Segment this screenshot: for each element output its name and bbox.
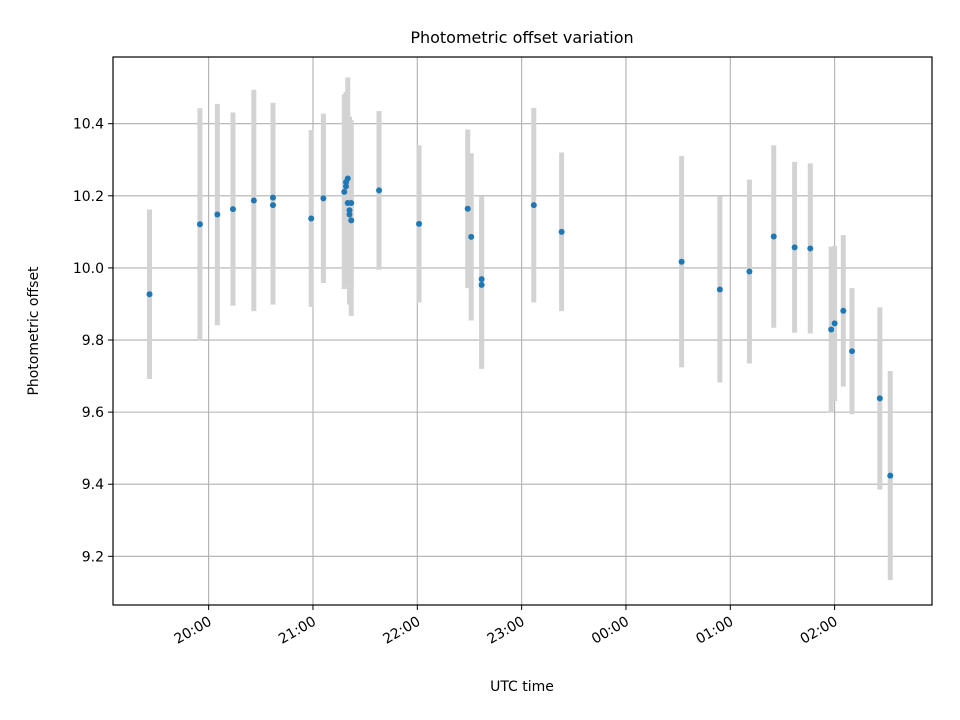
- plot-frame: [112, 56, 933, 606]
- data-point: [791, 244, 798, 251]
- x-axis-label: UTC time: [490, 679, 554, 695]
- y-tick-label: 10.4: [73, 117, 104, 133]
- y-tick-label: 10.2: [73, 189, 104, 205]
- y-tick-label: 9.2: [82, 549, 104, 565]
- data-point: [478, 276, 485, 283]
- data-point: [269, 202, 276, 209]
- y-tick-label: 9.6: [82, 405, 104, 421]
- data-point: [478, 281, 485, 288]
- data-point: [887, 472, 894, 479]
- data-point: [770, 233, 777, 240]
- data-point: [146, 291, 153, 298]
- data-point: [376, 187, 383, 194]
- data-point: [341, 188, 348, 195]
- data-point: [746, 268, 753, 275]
- y-tick-label: 10.0: [73, 261, 104, 277]
- data-point: [250, 197, 257, 204]
- data-point: [840, 307, 847, 314]
- data-point: [464, 205, 471, 212]
- data-point: [214, 211, 221, 218]
- data-point: [831, 320, 838, 327]
- data-point: [716, 286, 723, 293]
- data-point: [196, 221, 203, 228]
- y-tick-label: 9.8: [82, 333, 104, 349]
- y-axis-ticks: 9.2 9.4 9.6 9.8 10.0 10.2 10.4: [73, 117, 113, 565]
- y-axis-label: Photometric offset: [26, 266, 42, 396]
- data-point: [348, 200, 355, 207]
- data-point: [530, 202, 537, 209]
- data-point: [558, 228, 565, 235]
- data-point: [828, 326, 835, 333]
- data-points: [146, 175, 894, 479]
- data-point: [849, 348, 856, 355]
- data-point: [269, 194, 276, 201]
- chart-title: Photometric offset variation: [410, 28, 633, 47]
- data-point: [468, 233, 475, 240]
- data-point: [678, 258, 685, 265]
- data-point: [416, 220, 423, 227]
- data-point: [346, 207, 353, 214]
- y-tick-label: 9.4: [82, 477, 104, 493]
- data-point: [343, 183, 350, 190]
- data-point: [229, 206, 236, 213]
- data-point: [344, 175, 351, 182]
- data-point: [346, 211, 353, 218]
- data-point: [807, 245, 814, 252]
- data-point: [308, 215, 315, 222]
- data-point: [876, 395, 883, 402]
- data-point: [320, 195, 327, 202]
- data-point: [348, 217, 355, 224]
